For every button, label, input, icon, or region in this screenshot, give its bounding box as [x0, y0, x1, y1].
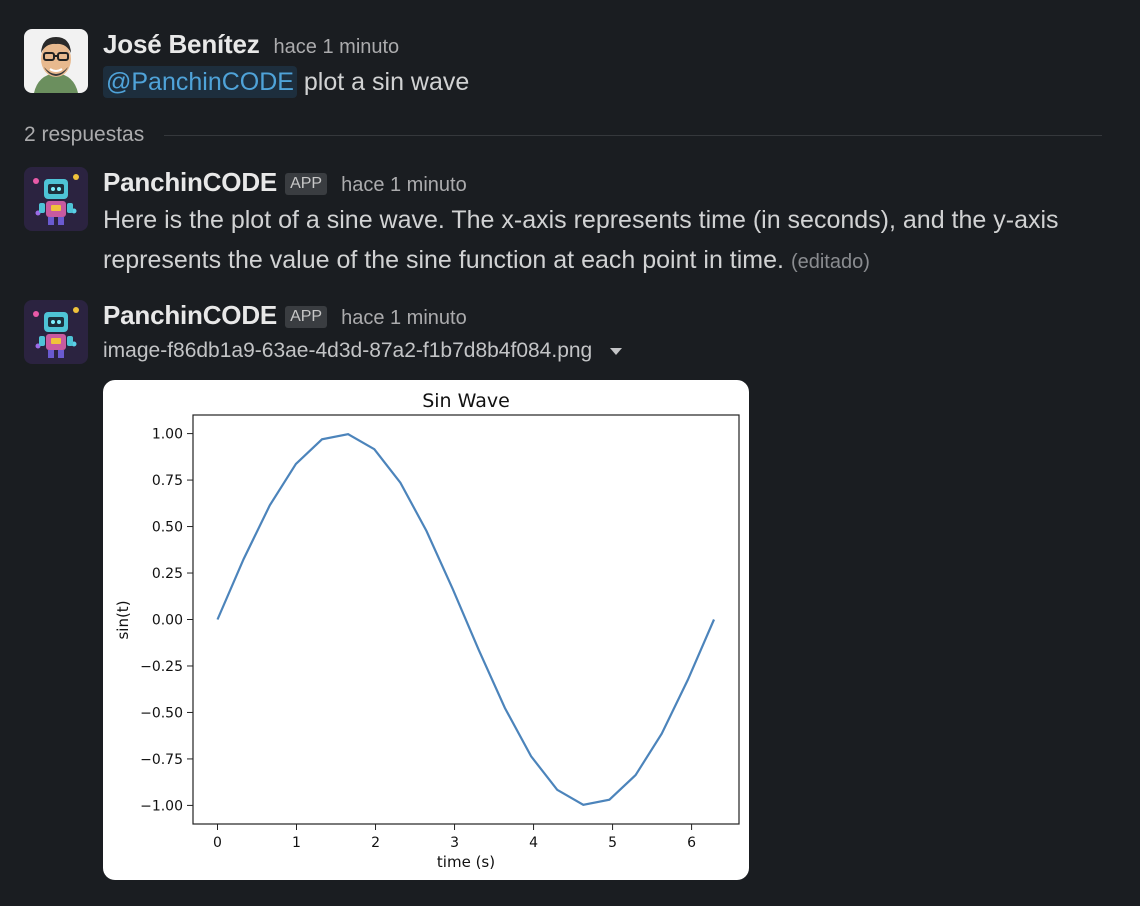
mention-link[interactable]: @PanchinCODE — [103, 66, 297, 98]
x-axis-label: time (s) — [437, 853, 495, 871]
avatar-jose[interactable] — [24, 29, 88, 93]
image-attachment[interactable]: Sin Wave 1.00 0.75 0.50 0.25 0.00 −0.25 −0.50 −… — [103, 380, 749, 880]
x-tick-label: 5 — [608, 835, 617, 851]
author-name[interactable]: PanchinCODE — [103, 300, 278, 330]
caret-down-icon[interactable] — [610, 347, 623, 355]
y-tick-label: 0.25 — [152, 566, 183, 582]
avatar-bot[interactable] — [24, 167, 88, 231]
x-tick-label: 3 — [450, 835, 459, 851]
avatar-cartoon-icon — [24, 29, 88, 93]
y-tick-label: −1.00 — [140, 798, 183, 814]
timestamp[interactable]: hace 1 minuto — [341, 307, 467, 329]
author-name[interactable]: PanchinCODE — [103, 167, 278, 197]
y-tick-label: 0.50 — [152, 520, 183, 536]
x-tick-label: 6 — [687, 835, 696, 851]
author-name[interactable]: José Benítez — [103, 29, 260, 59]
y-axis: 1.00 0.75 0.50 0.25 0.00 −0.25 −0.50 −0.75 −1.00 — [140, 427, 193, 814]
thread-divider: 2 respuestas — [24, 120, 1102, 150]
series-line — [216, 433, 716, 806]
y-tick-label: −0.50 — [140, 705, 183, 721]
chart-title: Sin Wave — [422, 390, 510, 412]
app-badge: APP — [285, 173, 328, 195]
timestamp[interactable]: hace 1 minuto — [341, 174, 467, 196]
y-tick-label: −0.75 — [140, 752, 183, 768]
avatar-bot[interactable] — [24, 300, 88, 364]
x-axis: 0 1 2 3 4 5 6 — [213, 824, 696, 851]
x-tick-label: 4 — [529, 835, 538, 851]
message-text: plot a sin wave — [303, 68, 470, 96]
app-badge: APP — [285, 306, 328, 328]
file-name[interactable]: image-f86db1a9-63ae-4d3d-87a2-f1b7d8b4f0… — [103, 339, 593, 362]
message-text-line-2: represents the value of the sine functio… — [103, 246, 784, 274]
sin-wave-chart: Sin Wave 1.00 0.75 0.50 0.25 0.00 −0.25 −0.50 −… — [114, 390, 740, 871]
x-tick-label: 0 — [213, 835, 222, 851]
x-tick-label: 2 — [371, 835, 380, 851]
y-tick-label: 0.00 — [152, 613, 183, 629]
y-axis-label: sin(t) — [114, 600, 132, 639]
edited-label: (editado) — [790, 251, 870, 273]
y-tick-label: −0.25 — [140, 659, 183, 675]
y-tick-label: 0.75 — [152, 473, 183, 489]
timestamp[interactable]: hace 1 minuto — [273, 36, 400, 58]
y-tick-label: 1.00 — [152, 427, 183, 443]
robot-icon — [24, 167, 88, 231]
message-text-line-1: Here is the plot of a sine wave. The x-a… — [103, 206, 1059, 234]
robot-icon — [24, 300, 88, 364]
reply-count[interactable]: 2 respuestas — [24, 123, 145, 146]
divider-line — [164, 134, 1102, 136]
x-tick-label: 1 — [292, 835, 301, 851]
